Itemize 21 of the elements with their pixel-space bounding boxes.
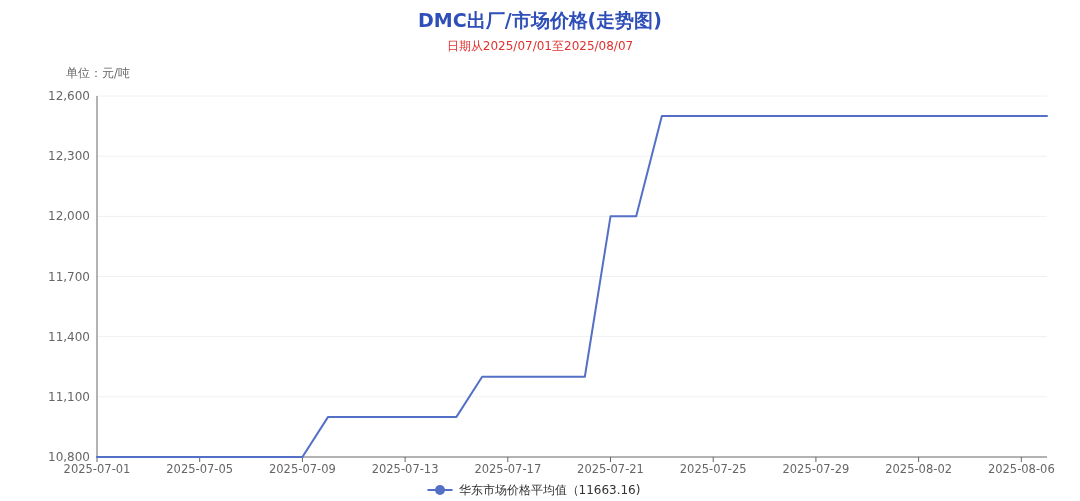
- x-tick-label: 2025-08-02: [885, 462, 953, 476]
- y-axis-title: 单位：元/吨: [66, 66, 130, 80]
- x-tick-label: 2025-07-01: [63, 462, 131, 476]
- y-tick-label: 10,800: [48, 450, 90, 464]
- x-tick-label: 2025-07-29: [782, 462, 850, 476]
- chart-subtitle: 日期从2025/07/01至2025/08/07: [446, 39, 634, 53]
- x-tick-label: 2025-07-17: [474, 462, 542, 476]
- chart-title: DMC出厂/市场价格(走势图): [418, 9, 662, 31]
- y-tick-label: 12,300: [48, 149, 90, 164]
- y-tick-label: 11,100: [48, 389, 90, 404]
- y-tick-label: 12,600: [48, 89, 90, 103]
- x-tick-label: 2025-07-09: [268, 462, 336, 476]
- y-tick-label: 12,000: [48, 209, 90, 224]
- legend: 华东市场价格平均值（11663.16): [426, 483, 641, 497]
- x-tick-label: 2025-07-05: [166, 462, 234, 476]
- x-tick-label: 2025-07-25: [679, 462, 747, 476]
- y-tick-label: 11,700: [48, 269, 90, 284]
- x-tick-label: 2025-08-06: [987, 462, 1055, 476]
- x-tick-label: 2025-07-13: [371, 462, 439, 476]
- x-tick-label: 2025-07-21: [577, 462, 644, 476]
- y-tick-label: 11,400: [48, 329, 90, 344]
